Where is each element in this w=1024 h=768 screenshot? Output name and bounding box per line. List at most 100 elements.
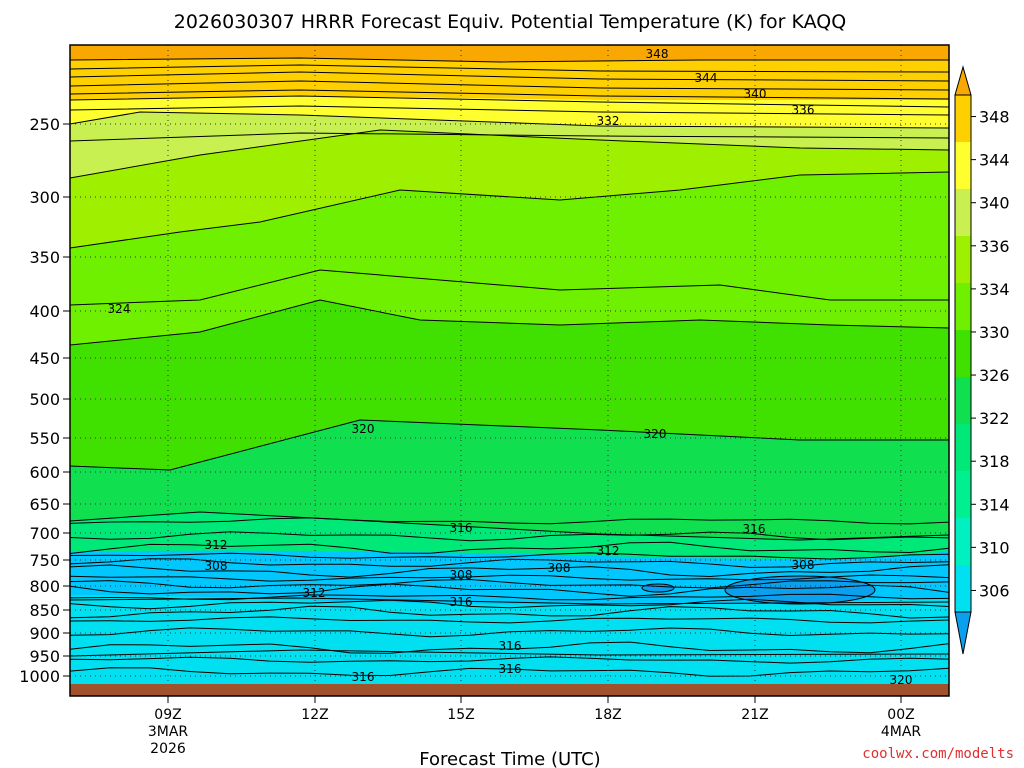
colorbar-tick-label: 344 [979, 151, 1010, 170]
contour-label: 312 [205, 538, 228, 552]
contour-line [70, 605, 949, 619]
gridlines [70, 45, 949, 696]
contour-line [70, 71, 949, 82]
contour-line [70, 578, 949, 589]
colorbar-tick-label: 310 [979, 538, 1010, 557]
colorbar-tick-label: 340 [979, 194, 1010, 213]
contour-label: 312 [597, 544, 620, 558]
colorbar-tick-label: 336 [979, 237, 1010, 256]
x-tick-label: 12Z [301, 707, 328, 723]
y-tick-label: 350 [29, 248, 60, 267]
x-tick-sublabel: 3MAR [148, 724, 189, 740]
colorbar-frame [954, 94, 972, 613]
contour-label: 312 [303, 586, 326, 600]
colorbar-tick-label: 330 [979, 323, 1010, 342]
x-tick-sublabel: 4MAR [881, 724, 922, 740]
theta-e-minimum [725, 576, 875, 604]
contour-line [70, 269, 949, 306]
x-tick-label: 00Z [887, 707, 914, 723]
contour-label: 320 [890, 673, 913, 687]
contour-label: 332 [597, 114, 620, 128]
y-axis: 250 300 350 400 450 500 550 600 650 700 750 800 850 9… [19, 115, 70, 686]
x-tick-label: 09Z [154, 707, 181, 723]
y-tick-label: 250 [29, 115, 60, 134]
contour-line [70, 105, 949, 116]
x-tick-label: 18Z [594, 707, 621, 723]
contour-line [70, 574, 949, 582]
theta-e-band [70, 112, 949, 178]
y-tick-label: 600 [29, 463, 60, 482]
contour-line [70, 80, 949, 91]
colorbar-swatch [955, 565, 971, 612]
contour-label: 324 [108, 302, 131, 316]
contour-line [70, 649, 949, 657]
colorbar-swatch [955, 95, 971, 142]
contour-line [70, 656, 949, 664]
x-tick-sublabel: 2026 [150, 741, 186, 757]
colorbar-tick-label: 348 [979, 108, 1010, 127]
y-tick-label: 700 [29, 524, 60, 543]
colorbar-swatch [955, 377, 971, 424]
contour-line [70, 616, 949, 624]
contour-line [70, 583, 949, 597]
y-tick-label: 550 [29, 429, 60, 448]
x-tick-label: 21Z [741, 707, 768, 723]
contour-line [70, 627, 949, 638]
colorbar-swatch [955, 142, 971, 189]
contour-line [70, 541, 949, 554]
contour-line [70, 57, 949, 63]
contour-label: 316 [743, 522, 766, 536]
contour-labels: 348 344 340 336 332 324 320 320 316 316 312 312 308 3… [108, 47, 913, 687]
colorbar-swatch [955, 236, 971, 283]
contour-line [70, 598, 949, 610]
colorbar-tick-label: 314 [979, 495, 1010, 514]
contour-line [70, 564, 949, 578]
credit-text: coolwx.com/modelts [862, 746, 1014, 762]
contour-label: 316 [450, 521, 473, 535]
colorbar-tick-label: 334 [979, 280, 1010, 299]
theta-e-bands [70, 45, 949, 696]
y-tick-label: 950 [29, 647, 60, 666]
colorbar-extend-top [954, 65, 972, 96]
contour-lines [70, 57, 949, 696]
y-tick-label: 300 [29, 188, 60, 207]
contour-label: 316 [450, 595, 473, 609]
x-tick-label: 15Z [447, 707, 474, 723]
colorbar-swatch [955, 330, 971, 377]
contour-label: 308 [205, 559, 228, 573]
colorbar-tick-label: 306 [979, 581, 1010, 600]
contour-line [70, 517, 949, 525]
colorbar-swatch [955, 189, 971, 236]
y-tick-label: 400 [29, 302, 60, 321]
x-axis-label: Forecast Time (UTC) [419, 749, 600, 768]
theta-e-band [70, 300, 949, 470]
y-tick-label: 500 [29, 390, 60, 409]
colorbar-tick-label: 318 [979, 452, 1010, 471]
contour-line [641, 583, 675, 593]
theta-e-band [70, 58, 949, 100]
plot-frame [69, 44, 950, 697]
contour-line [70, 95, 949, 108]
contour-line [70, 299, 949, 346]
y-tick-label: 450 [29, 349, 60, 368]
contour-line [70, 89, 949, 100]
contour-line [70, 552, 949, 560]
contour-label: 308 [450, 568, 473, 582]
contour-line [70, 419, 949, 471]
colorbar-swatch [955, 424, 971, 471]
colorbar-tick-label: 326 [979, 366, 1010, 385]
contour-line [70, 667, 949, 677]
contour-label: 316 [499, 662, 522, 676]
y-tick-label: 900 [29, 624, 60, 643]
colorbar-swatch [955, 518, 971, 565]
contour-label: 320 [352, 422, 375, 436]
contour-label: 308 [548, 561, 571, 575]
contour-label: 316 [499, 639, 522, 653]
contour-line [70, 132, 949, 142]
y-tick-label: 850 [29, 601, 60, 620]
contour-line [70, 64, 949, 73]
contour-label: 308 [792, 558, 815, 572]
contour-line [70, 111, 949, 129]
